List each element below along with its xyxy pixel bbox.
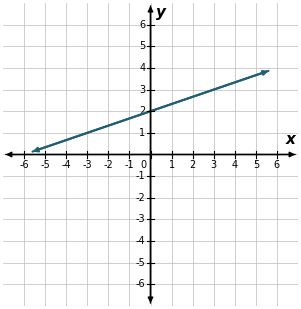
Text: 4: 4 (139, 63, 145, 73)
Text: -6: -6 (19, 160, 29, 170)
Text: 2: 2 (139, 106, 145, 116)
Text: 6: 6 (139, 20, 145, 30)
Text: -3: -3 (82, 160, 92, 170)
Text: -1: -1 (136, 171, 145, 181)
Text: -5: -5 (135, 258, 145, 268)
Text: 2: 2 (190, 160, 196, 170)
Text: -4: -4 (61, 160, 71, 170)
Text: -5: -5 (40, 160, 50, 170)
Text: 1: 1 (139, 128, 145, 138)
Text: -2: -2 (135, 193, 145, 203)
Text: 5: 5 (253, 160, 259, 170)
Text: 0: 0 (140, 160, 146, 170)
Text: -4: -4 (136, 236, 145, 246)
Text: 3: 3 (139, 85, 145, 95)
Text: -2: -2 (104, 160, 113, 170)
Text: x: x (286, 132, 296, 147)
Text: -3: -3 (136, 214, 145, 224)
Text: 5: 5 (139, 41, 145, 51)
Text: 1: 1 (169, 160, 175, 170)
Text: -1: -1 (125, 160, 134, 170)
Text: 3: 3 (211, 160, 217, 170)
Text: y: y (156, 5, 166, 20)
Text: 4: 4 (232, 160, 238, 170)
Text: 6: 6 (274, 160, 280, 170)
Text: -6: -6 (136, 279, 145, 289)
